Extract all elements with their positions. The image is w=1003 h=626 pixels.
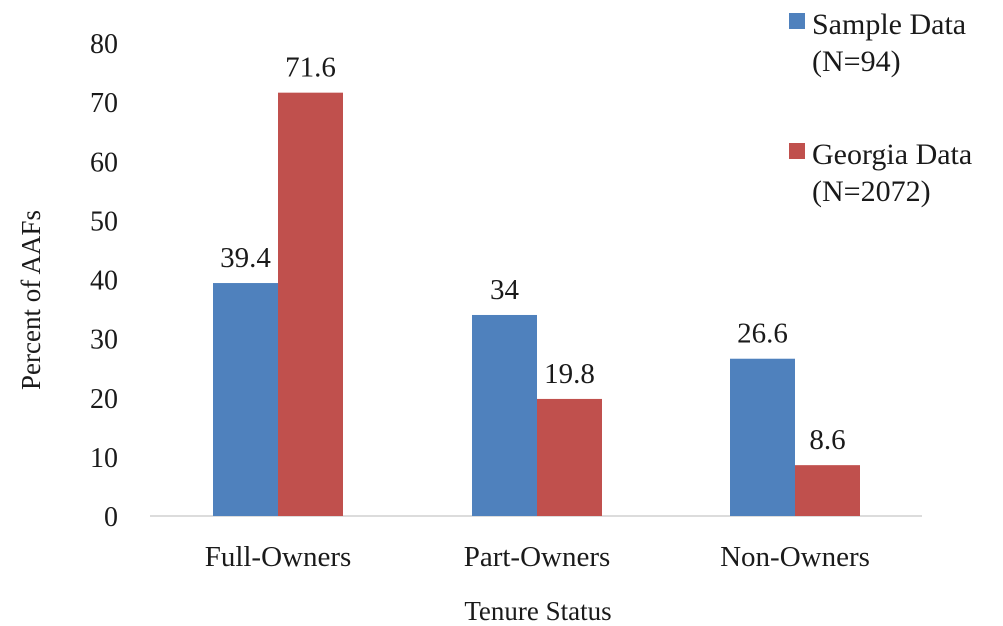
bar-full-owners-series-2 <box>278 92 343 516</box>
y-tick-label: 80 <box>90 29 118 60</box>
y-tick-label: 40 <box>90 266 118 297</box>
bar-non-owners-series-2 <box>795 465 860 516</box>
category-label: Part-Owners <box>464 541 611 573</box>
bars <box>213 92 860 516</box>
bar-part-owners-series-1 <box>472 314 537 516</box>
bar-part-owners-series-2 <box>537 398 602 516</box>
data-label: 19.8 <box>544 358 595 390</box>
legend-swatch <box>789 13 805 29</box>
data-label: 39.4 <box>220 242 271 274</box>
x-axis-title: Tenure Status <box>464 596 611 626</box>
y-tick-label: 50 <box>90 206 118 237</box>
y-axis-ticks: 0 10 20 30 40 50 60 70 80 <box>90 29 118 533</box>
legend-label: Sample Data <box>812 8 966 41</box>
y-tick-label: 70 <box>90 88 118 119</box>
y-tick-label: 60 <box>90 147 118 178</box>
legend-swatch <box>789 143 805 159</box>
data-label: 34 <box>490 274 520 306</box>
legend: Sample Data (N=94) Georgia Data (N=2072) <box>789 8 972 208</box>
category-label: Non-Owners <box>720 541 870 573</box>
data-label: 8.6 <box>809 424 845 456</box>
legend-label: Georgia Data <box>812 138 972 171</box>
bar-full-owners-series-1 <box>213 283 278 516</box>
bar-non-owners-series-1 <box>730 358 795 516</box>
y-tick-label: 10 <box>90 443 118 474</box>
data-label: 26.6 <box>737 318 788 350</box>
legend-label: (N=94) <box>812 45 901 78</box>
x-axis-tick-labels: Full-Owners Part-Owners Non-Owners <box>205 541 870 573</box>
data-labels: 39.4 71.6 34 19.8 26.6 8.6 <box>220 52 846 456</box>
y-tick-label: 20 <box>90 384 118 415</box>
y-tick-label: 30 <box>90 325 118 356</box>
legend-label: (N=2072) <box>812 175 931 208</box>
data-label: 71.6 <box>285 52 336 84</box>
category-label: Full-Owners <box>205 541 352 573</box>
y-tick-label: 0 <box>104 502 118 533</box>
y-axis-title: Percent of AAFs <box>16 210 46 390</box>
